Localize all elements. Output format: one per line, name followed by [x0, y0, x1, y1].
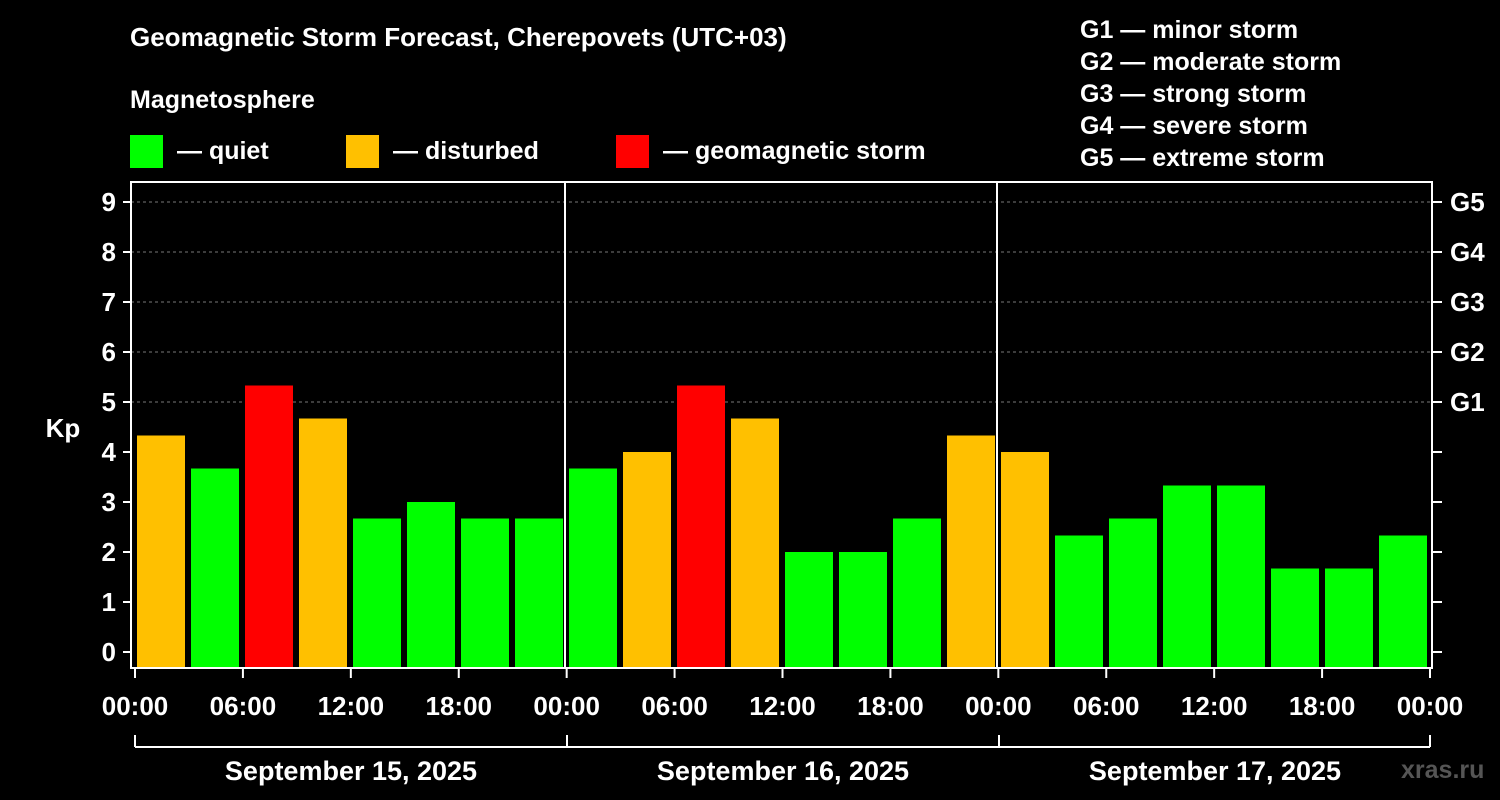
y-axis-label: Kp — [46, 413, 81, 443]
kp-bar — [191, 468, 239, 668]
legend-label-quiet: — quiet — [177, 136, 269, 165]
legend-heading: Magnetosphere — [130, 86, 315, 114]
kp-bar — [407, 502, 455, 668]
kp-bar — [515, 518, 563, 668]
day-label: September 16, 2025 — [657, 756, 909, 786]
kp-bar — [1001, 452, 1049, 668]
legend-label-disturbed: — disturbed — [393, 136, 539, 165]
x-tick-label: 06:00 — [1073, 691, 1140, 721]
x-tick-label: 18:00 — [426, 691, 493, 721]
x-tick-label: 00:00 — [102, 691, 169, 721]
g-legend-g2: G2 — moderate storm — [1080, 48, 1342, 76]
legend-swatch-disturbed — [346, 134, 379, 168]
g-scale-label: G1 — [1450, 387, 1485, 417]
g-scale-legend: G1 — minor storm G2 — moderate storm G3 … — [1080, 14, 1341, 174]
x-tick-label: 06:00 — [210, 691, 277, 721]
x-tick-label: 00:00 — [533, 691, 600, 721]
kp-bar — [839, 552, 887, 668]
g-legend-g4: G4 — severe storm — [1080, 112, 1308, 140]
g-legend-g1: G1 — minor storm — [1080, 16, 1299, 44]
legend-swatch-storm — [616, 134, 649, 168]
kp-bar — [893, 518, 941, 668]
y-tick-label: 5 — [102, 387, 116, 417]
chart-title: Geomagnetic Storm Forecast, Cherepovets … — [130, 22, 787, 52]
y-tick-label: 1 — [102, 587, 116, 617]
g-scale-label: G2 — [1450, 337, 1485, 367]
kp-bar — [137, 435, 185, 668]
watermark: xras.ru — [1401, 756, 1485, 784]
kp-bar — [785, 552, 833, 668]
legend-item-disturbed: — disturbed — [346, 134, 539, 168]
kp-bar — [677, 385, 725, 668]
legend-item-quiet: — quiet — [130, 134, 269, 168]
y-tick-label: 0 — [102, 637, 116, 667]
kp-bar — [623, 452, 671, 668]
day-label: September 17, 2025 — [1089, 756, 1341, 786]
kp-bar — [569, 468, 617, 668]
kp-bar — [1163, 485, 1211, 668]
y-tick-label: 6 — [102, 337, 116, 367]
g-legend-g5: G5 — extreme storm — [1080, 144, 1325, 172]
kp-bar — [1109, 518, 1157, 668]
kp-bar — [1271, 568, 1319, 668]
kp-bar — [353, 518, 401, 668]
y-tick-label: 8 — [102, 237, 116, 267]
x-tick-label: 12:00 — [749, 691, 816, 721]
kp-bar — [461, 518, 509, 668]
kp-bar — [1379, 535, 1427, 668]
y-tick-label: 2 — [102, 537, 116, 567]
kp-bar — [299, 418, 347, 668]
g-legend-g3: G3 — strong storm — [1080, 80, 1307, 108]
kp-bar — [1325, 568, 1373, 668]
g-scale-label: G4 — [1450, 237, 1485, 267]
g-scale-label: G5 — [1450, 187, 1485, 217]
legend-label-storm: — geomagnetic storm — [663, 136, 926, 165]
y-tick-label: 7 — [102, 287, 116, 317]
g-scale-label: G3 — [1450, 287, 1485, 317]
x-tick-label: 12:00 — [318, 691, 385, 721]
day-label: September 15, 2025 — [225, 756, 477, 786]
y-tick-label: 9 — [102, 187, 116, 217]
y-tick-label: 4 — [102, 437, 117, 467]
x-tick-label: 00:00 — [965, 691, 1032, 721]
kp-bar — [947, 435, 995, 668]
kp-bar — [245, 385, 293, 668]
x-tick-label: 18:00 — [857, 691, 924, 721]
x-tick-label: 00:00 — [1397, 691, 1464, 721]
kp-bar — [1217, 485, 1265, 668]
legend-item-storm: — geomagnetic storm — [616, 134, 926, 168]
x-tick-label: 18:00 — [1289, 691, 1356, 721]
y-tick-label: 3 — [102, 487, 116, 517]
kp-bar — [731, 418, 779, 668]
x-tick-label: 12:00 — [1181, 691, 1248, 721]
x-tick-label: 06:00 — [641, 691, 708, 721]
kp-bar — [1055, 535, 1103, 668]
legend-swatch-quiet — [130, 134, 163, 168]
